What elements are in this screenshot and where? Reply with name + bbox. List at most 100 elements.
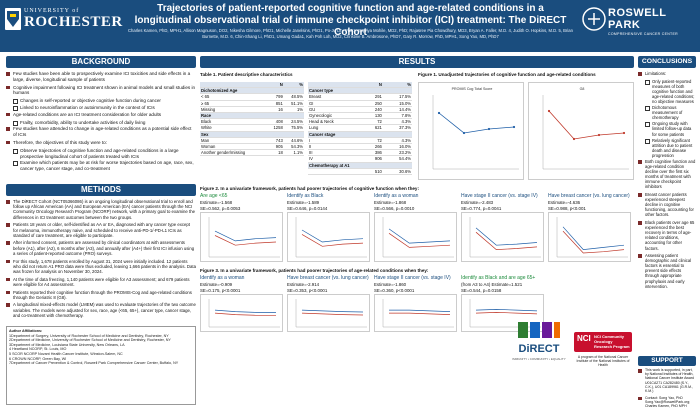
table-row: Woman 905 54.3%: [200, 143, 304, 151]
figure-panel: [287, 294, 370, 332]
figure-panel-title: Identify as a woman Estimate=-0.909 SE=0.1…: [200, 275, 283, 293]
table-cell: 14.4%: [382, 106, 412, 114]
table-cell: Missing: [200, 106, 268, 114]
conclusion-bullet: Assessing patient demographic and clinic…: [638, 253, 696, 289]
panel-chart: [382, 299, 454, 328]
table-cell: 1.1%: [283, 149, 304, 157]
fig1-g8-chart: G8: [542, 87, 629, 170]
rochester-line1: UNIVERSITY of: [24, 8, 80, 14]
poster-header: UNIVERSITY of ROCHESTER Trajectories of …: [0, 0, 700, 52]
panel-estimate: Estimate=-2.483: [461, 199, 494, 205]
figure-panel-title: Identify as Black Estimate=-1.589 SE=0.646…: [287, 193, 370, 211]
conclusions-section: Limitations: Only patient-reported measu…: [638, 71, 696, 291]
table-cell: 1258: [267, 124, 284, 132]
figure-panel: [374, 294, 457, 332]
conclusion-bullet: Limitations:: [638, 71, 696, 76]
panel-se: SE=0.175, p<0.0001: [200, 287, 241, 293]
figure-panel: [548, 212, 631, 262]
panel-chart: [469, 299, 541, 328]
table-cell: 44.6%: [283, 137, 304, 145]
figure-panel-title: Have breast cancer (vs. lung cancer) Esti…: [548, 193, 631, 211]
table-row: < 65 799 48.5%: [200, 93, 304, 101]
table-group-label: Sex: [200, 131, 304, 138]
table-cell: 75.5%: [283, 124, 304, 132]
table-cell: 54.4%: [382, 155, 412, 163]
figure-panel: [461, 212, 544, 262]
panel-se: SE=0.566, p=0.0010: [374, 205, 415, 211]
table-cell: 240: [363, 106, 383, 114]
table-cell: IV: [308, 155, 364, 163]
methods-bullet: The DiRECT Cohort (NCT05366086) is an on…: [6, 199, 196, 220]
panel-series-line: [389, 312, 451, 315]
table-cell: [308, 168, 364, 176]
affiliation-line: 1Department of Surgery, University of Ro…: [9, 333, 169, 338]
table-group-label: Cancer stage: [308, 131, 412, 138]
direct-wordmark: DiRECT: [519, 343, 560, 355]
panel-series-line: [214, 312, 276, 316]
table-row: I 72 4.3%: [308, 137, 412, 145]
descriptive-table-left: N% Dichotomized Age < 65 799 48.5% ≥ 65 851 51…: [200, 82, 304, 157]
direct-tagline: IMMUNITY • COMMUNITY • EQUALITY: [512, 357, 566, 361]
rochester-line2: ROCHESTER: [24, 14, 123, 30]
methods-heading: METHODS: [6, 184, 196, 196]
descriptive-table-right: N% Cancer type Breast 291 17.5% GI 250 15.0% GU…: [308, 82, 412, 176]
table-header-blank: [308, 82, 364, 89]
background-subbullet: Linked to neuroinflammation or autoimmun…: [6, 105, 196, 111]
panel-chart: [295, 299, 367, 328]
fig1-caption: Figure 1. Unadjusted trajectories of cog…: [418, 72, 596, 77]
panel-series-line: [301, 234, 364, 247]
methods-bullet: For this study, 1,678 patients enrolled …: [6, 259, 196, 275]
table-cell: Breast: [308, 93, 364, 101]
methods-bullet: A longitudinal mixed-effects model (LMEM…: [6, 302, 196, 318]
table-group-label: Race: [200, 112, 304, 120]
results-heading: RESULTS: [200, 56, 634, 68]
ncorp-logo: NCI NCI Community Oncology Research Prog…: [574, 332, 632, 352]
table-group-row: Cancer stage: [308, 131, 412, 138]
panel-title-text: Identify as Black: [287, 193, 324, 199]
background-subbullet: Examine which patients may be at risk fo…: [6, 160, 196, 171]
table-cell: 621: [363, 124, 383, 132]
conclusion-bullet: Black patients over age 65 experienced t…: [638, 220, 696, 251]
table-cell: < 65: [200, 93, 268, 101]
table-cell: Lung: [308, 124, 364, 132]
table-cell: 48.5%: [283, 93, 304, 101]
fig1-cognitive-panel: PROMIS Cog Total Score: [418, 82, 524, 180]
affiliation-line: 7Department of Cancer Prevention & Contr…: [9, 361, 179, 366]
table-cell: 510: [363, 168, 383, 176]
panel-se: SE=0.544, p=0.0158: [461, 287, 502, 293]
panel-axes: [208, 299, 280, 328]
figure-panel-title: Identify as a woman Estimate=-1.868 SE=0.5…: [374, 193, 457, 211]
rochester-wordmark: UNIVERSITY of ROCHESTER: [24, 8, 123, 30]
panel-chart: [208, 299, 280, 328]
figure-panel: [200, 212, 283, 262]
ncorp-note: A program of the National Cancer Institu…: [576, 355, 630, 367]
panel-se: SE=0.988, p<0.001: [548, 205, 586, 211]
panel-estimate: Estimate=-4.636: [548, 199, 581, 205]
table-header-pct: %: [283, 82, 304, 89]
affiliation-line: 4 Heartland NCORP, St. Louis, MO: [9, 347, 67, 352]
table-row: Black 408 24.5%: [200, 118, 304, 126]
table-cell: 408: [267, 118, 284, 126]
poster-title: Trajectories of patient-reported cogniti…: [134, 3, 567, 38]
panel-estimate: (from A3 to A4) Estimate=1.521: [461, 281, 523, 287]
table1-caption: Table 1. Patient descriptive characteris…: [200, 72, 293, 77]
table-group-label: Dichotomized Age: [200, 87, 304, 95]
panel-title-text: Are age <65: [200, 193, 228, 199]
figure-panel: [287, 212, 370, 262]
figure-panel-title: Have stage II cancer (vs. stage IV) Estim…: [374, 275, 457, 293]
panel-title-text: Identify as Black and are age 65+: [461, 275, 536, 281]
table-row: Head & Neck 72 4.3%: [308, 118, 412, 126]
panel-axes: [469, 299, 541, 328]
table-group-row: Dichotomized Age: [200, 87, 304, 95]
table-cell: Black: [200, 118, 268, 126]
table-group-row: Sex: [200, 131, 304, 138]
table1-right: N% Cancer type Breast 291 17.5% GI 250 15.0% GU…: [308, 82, 412, 176]
panel-chart: [382, 217, 454, 258]
table-group-row: Cancer type: [308, 87, 412, 95]
panel-axes: [382, 299, 454, 328]
panel-series-line: [389, 309, 451, 312]
table-row: Breast 291 17.5%: [308, 93, 412, 101]
panel-axes: [295, 217, 367, 258]
table-cell: Gynecologic: [308, 112, 364, 120]
background-bullet: Few studies have attended to change in a…: [6, 126, 196, 137]
